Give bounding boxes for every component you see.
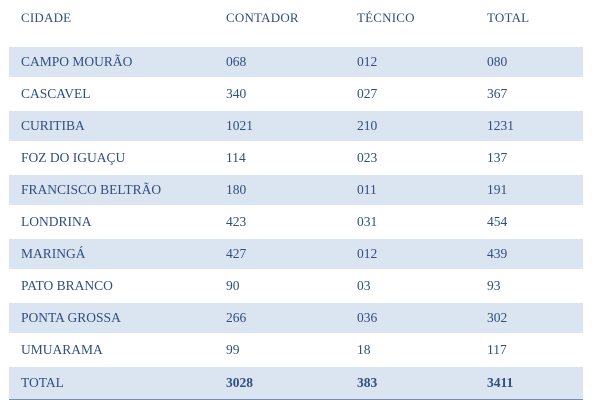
cell-contador: 427 bbox=[214, 237, 345, 270]
cell-total: 080 bbox=[475, 45, 583, 78]
table-row: FOZ DO IGUAÇU 114 023 137 bbox=[9, 141, 583, 174]
cell-contador: 266 bbox=[214, 301, 345, 334]
table-row: FRANCISCO BELTRÃO 180 011 191 bbox=[9, 173, 583, 206]
total-total: 3411 bbox=[475, 365, 583, 400]
header-tecnico: TÉCNICO bbox=[345, 4, 475, 47]
cell-contador: 114 bbox=[214, 141, 345, 174]
table-row: CURITIBA 1021 210 1231 bbox=[9, 109, 583, 142]
cell-cidade: LONDRINA bbox=[9, 205, 214, 238]
cell-total: 302 bbox=[475, 301, 583, 334]
total-tecnico: 383 bbox=[345, 365, 475, 400]
cell-cidade: CAMPO MOURÃO bbox=[9, 45, 214, 78]
cell-tecnico: 031 bbox=[345, 205, 475, 238]
cell-total: 137 bbox=[475, 141, 583, 174]
cell-total: 454 bbox=[475, 205, 583, 238]
cell-contador: 180 bbox=[214, 173, 345, 206]
cell-tecnico: 012 bbox=[345, 45, 475, 78]
table-row: MARINGÁ 427 012 439 bbox=[9, 237, 583, 270]
table-row: LONDRINA 423 031 454 bbox=[9, 205, 583, 238]
table-row: UMUARAMA 99 18 117 bbox=[9, 333, 583, 366]
cell-total: 191 bbox=[475, 173, 583, 206]
cell-tecnico: 023 bbox=[345, 141, 475, 174]
total-contador: 3028 bbox=[214, 365, 345, 400]
cell-total: 439 bbox=[475, 237, 583, 270]
cell-cidade: FRANCISCO BELTRÃO bbox=[9, 173, 214, 206]
cell-total: 117 bbox=[475, 333, 583, 366]
cell-contador: 1021 bbox=[214, 109, 345, 142]
cell-tecnico: 027 bbox=[345, 77, 475, 110]
cell-tecnico: 011 bbox=[345, 173, 475, 206]
cell-cidade: PONTA GROSSA bbox=[9, 301, 214, 334]
table-row: PONTA GROSSA 266 036 302 bbox=[9, 301, 583, 334]
table-row: PATO BRANCO 90 03 93 bbox=[9, 269, 583, 302]
cell-contador: 90 bbox=[214, 269, 345, 302]
cell-contador: 99 bbox=[214, 333, 345, 366]
cell-total: 93 bbox=[475, 269, 583, 302]
total-row: TOTAL 3028 383 3411 bbox=[9, 365, 583, 400]
header-contador: CONTADOR bbox=[214, 4, 345, 47]
header-cidade: CIDADE bbox=[9, 4, 214, 47]
cell-contador: 340 bbox=[214, 77, 345, 110]
cell-total: 367 bbox=[475, 77, 583, 110]
city-totals-table-container: CIDADE CONTADOR TÉCNICO TOTAL CAMPO MOUR… bbox=[9, 4, 583, 400]
cell-tecnico: 012 bbox=[345, 237, 475, 270]
cell-tecnico: 18 bbox=[345, 333, 475, 366]
cell-tecnico: 210 bbox=[345, 109, 475, 142]
table-header-row: CIDADE CONTADOR TÉCNICO TOTAL bbox=[9, 4, 583, 47]
cell-contador: 068 bbox=[214, 45, 345, 78]
cell-contador: 423 bbox=[214, 205, 345, 238]
total-label: TOTAL bbox=[9, 365, 214, 400]
cell-cidade: FOZ DO IGUAÇU bbox=[9, 141, 214, 174]
table-row: CASCAVEL 340 027 367 bbox=[9, 77, 583, 110]
cell-tecnico: 036 bbox=[345, 301, 475, 334]
cell-cidade: UMUARAMA bbox=[9, 333, 214, 366]
city-totals-table: CIDADE CONTADOR TÉCNICO TOTAL CAMPO MOUR… bbox=[9, 4, 583, 400]
cell-tecnico: 03 bbox=[345, 269, 475, 302]
cell-cidade: CASCAVEL bbox=[9, 77, 214, 110]
cell-cidade: MARINGÁ bbox=[9, 237, 214, 270]
cell-total: 1231 bbox=[475, 109, 583, 142]
table-row: CAMPO MOURÃO 068 012 080 bbox=[9, 45, 583, 78]
cell-cidade: PATO BRANCO bbox=[9, 269, 214, 302]
cell-cidade: CURITIBA bbox=[9, 109, 214, 142]
header-total: TOTAL bbox=[475, 4, 583, 47]
